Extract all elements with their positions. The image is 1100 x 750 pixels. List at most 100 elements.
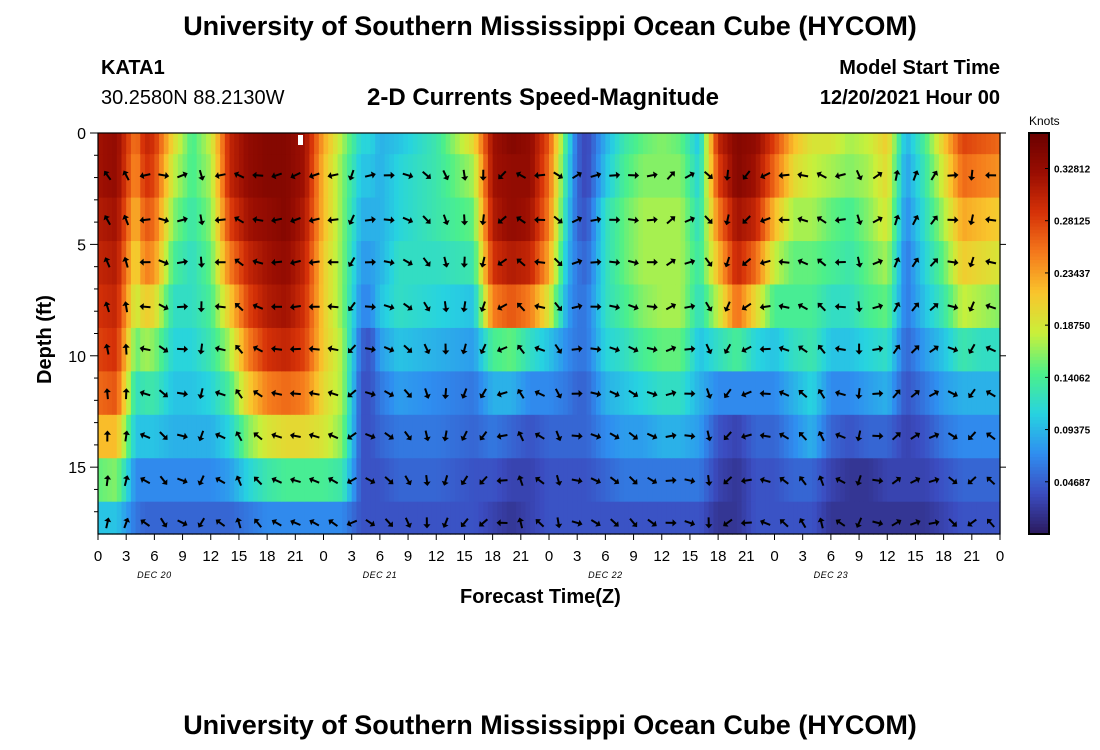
heatmap-cell bbox=[173, 327, 179, 372]
current-arrow bbox=[496, 346, 508, 353]
heatmap-cell bbox=[168, 154, 174, 199]
current-arrow bbox=[723, 214, 731, 226]
current-arrow bbox=[404, 475, 412, 486]
y-tick-label: 0 bbox=[77, 126, 86, 143]
current-arrow bbox=[535, 519, 545, 528]
current-arrow bbox=[235, 389, 243, 399]
current-arrow bbox=[271, 476, 283, 484]
heatmap-cell bbox=[633, 501, 639, 535]
current-arrow bbox=[177, 519, 188, 527]
heatmap-cell bbox=[149, 501, 155, 535]
heatmap-cell bbox=[586, 414, 592, 459]
heatmap-cell bbox=[671, 154, 677, 199]
current-arrow bbox=[704, 257, 713, 267]
heatmap-cell bbox=[971, 501, 978, 535]
heatmap-cell bbox=[168, 371, 174, 416]
heatmap-cell bbox=[563, 458, 569, 503]
heatmap-cell bbox=[318, 501, 325, 535]
heatmap-cell bbox=[544, 327, 550, 372]
heatmap-cell bbox=[351, 327, 357, 372]
current-arrow bbox=[271, 303, 282, 311]
heatmap-cell bbox=[868, 414, 874, 459]
heatmap-cell bbox=[459, 154, 466, 199]
heatmap-cell bbox=[591, 327, 597, 372]
heatmap-cell bbox=[356, 197, 362, 242]
heatmap-cell bbox=[713, 284, 719, 329]
current-arrow bbox=[517, 517, 524, 529]
heatmap-cell bbox=[516, 241, 522, 286]
colorbar-cell bbox=[1029, 453, 1049, 458]
heatmap-cell bbox=[398, 133, 404, 155]
heatmap-cell bbox=[821, 414, 827, 459]
heatmap-cell bbox=[854, 501, 860, 535]
heatmap-cell bbox=[107, 133, 113, 155]
heatmap-cell bbox=[657, 154, 663, 199]
heatmap-cell bbox=[520, 241, 527, 286]
current-arrow bbox=[778, 216, 790, 224]
heatmap-cell bbox=[788, 154, 794, 199]
current-arrow bbox=[252, 345, 264, 353]
x-tick-label: 6 bbox=[150, 548, 158, 565]
colorbar-cell bbox=[1029, 186, 1049, 191]
heatmap-cell bbox=[549, 501, 555, 535]
heatmap-cell bbox=[882, 458, 888, 503]
heatmap-cell bbox=[525, 414, 531, 459]
current-arrow bbox=[985, 389, 996, 398]
heatmap-cell bbox=[201, 414, 207, 459]
current-arrow bbox=[103, 430, 111, 442]
heatmap-cell bbox=[901, 458, 907, 503]
heatmap-cell bbox=[755, 284, 762, 329]
heatmap-cell bbox=[699, 284, 705, 329]
heatmap-cell bbox=[581, 284, 588, 329]
heatmap-cell bbox=[920, 327, 926, 372]
heatmap-cell bbox=[314, 458, 320, 503]
heatmap-cell bbox=[511, 197, 517, 242]
current-arrow bbox=[176, 432, 188, 440]
heatmap-cell bbox=[765, 154, 771, 199]
heatmap-cell bbox=[910, 501, 917, 535]
current-arrow bbox=[383, 216, 395, 224]
heatmap-cell bbox=[896, 197, 902, 242]
heatmap-cell bbox=[713, 414, 719, 459]
heatmap-cell bbox=[934, 133, 940, 155]
heatmap-cell bbox=[887, 197, 893, 242]
heatmap-cell bbox=[356, 501, 362, 535]
heatmap-cell bbox=[520, 501, 527, 535]
current-arrow bbox=[496, 432, 508, 440]
current-arrow bbox=[383, 303, 395, 311]
heatmap-cell bbox=[671, 501, 677, 535]
heatmap-cell bbox=[281, 501, 287, 535]
heatmap-cell bbox=[450, 414, 456, 459]
current-arrow bbox=[271, 389, 283, 397]
current-arrow bbox=[460, 301, 468, 313]
heatmap-cell bbox=[882, 133, 888, 155]
heatmap-cell bbox=[544, 154, 550, 199]
heatmap-cell bbox=[506, 241, 513, 286]
heatmap-cell bbox=[732, 154, 738, 199]
heatmap-cell bbox=[173, 458, 179, 503]
colorbar-cell bbox=[1029, 189, 1049, 194]
current-arrow bbox=[364, 258, 376, 266]
heatmap-cell bbox=[520, 197, 527, 242]
colorbar-tick-label: 0.04687 bbox=[1054, 478, 1091, 489]
heatmap-cell bbox=[393, 241, 400, 286]
colorbar-cell bbox=[1029, 280, 1049, 284]
heatmap-cell bbox=[802, 284, 808, 329]
heatmap-cell bbox=[351, 501, 357, 535]
heatmap-cell bbox=[473, 197, 480, 242]
heatmap-cell bbox=[182, 501, 188, 535]
heatmap-cell bbox=[553, 133, 559, 155]
heatmap-cell bbox=[567, 241, 574, 286]
current-arrow bbox=[985, 302, 997, 310]
current-arrow bbox=[705, 517, 713, 529]
current-arrow bbox=[742, 215, 751, 224]
heatmap-cell bbox=[995, 241, 1001, 286]
current-arrow bbox=[516, 258, 526, 267]
heatmap-cell bbox=[206, 154, 212, 199]
current-arrow bbox=[891, 476, 901, 485]
heatmap-cell bbox=[506, 414, 513, 459]
heatmap-cell bbox=[337, 414, 343, 459]
colorbar-frame bbox=[1028, 132, 1050, 535]
current-arrow bbox=[498, 170, 507, 180]
heatmap-cell bbox=[901, 371, 907, 416]
